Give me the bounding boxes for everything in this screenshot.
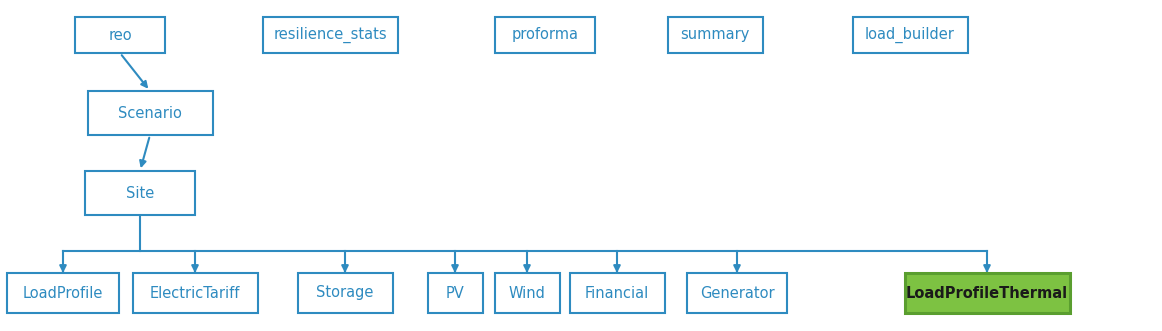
Text: Generator: Generator: [700, 286, 774, 301]
Text: load_builder: load_builder: [865, 27, 955, 43]
Text: Financial: Financial: [584, 286, 650, 301]
FancyBboxPatch shape: [132, 273, 258, 313]
Text: Storage: Storage: [316, 286, 374, 301]
Text: LoadProfileThermal: LoadProfileThermal: [906, 286, 1068, 301]
Text: LoadProfile: LoadProfile: [23, 286, 103, 301]
FancyBboxPatch shape: [495, 273, 559, 313]
FancyBboxPatch shape: [667, 17, 762, 53]
FancyBboxPatch shape: [569, 273, 665, 313]
FancyBboxPatch shape: [428, 273, 482, 313]
Text: Site: Site: [125, 185, 155, 201]
FancyBboxPatch shape: [853, 17, 968, 53]
FancyBboxPatch shape: [7, 273, 119, 313]
FancyBboxPatch shape: [687, 273, 787, 313]
Text: resilience_stats: resilience_stats: [273, 27, 387, 43]
Text: Wind: Wind: [509, 286, 545, 301]
FancyBboxPatch shape: [87, 91, 213, 135]
Text: PV: PV: [445, 286, 465, 301]
Text: Scenario: Scenario: [119, 106, 182, 120]
Text: proforma: proforma: [511, 27, 579, 42]
Text: ElectricTariff: ElectricTariff: [150, 286, 241, 301]
FancyBboxPatch shape: [85, 171, 195, 215]
FancyBboxPatch shape: [297, 273, 393, 313]
Text: reo: reo: [108, 27, 131, 42]
FancyBboxPatch shape: [904, 273, 1069, 313]
FancyBboxPatch shape: [263, 17, 397, 53]
Text: summary: summary: [680, 27, 749, 42]
FancyBboxPatch shape: [76, 17, 165, 53]
FancyBboxPatch shape: [495, 17, 595, 53]
